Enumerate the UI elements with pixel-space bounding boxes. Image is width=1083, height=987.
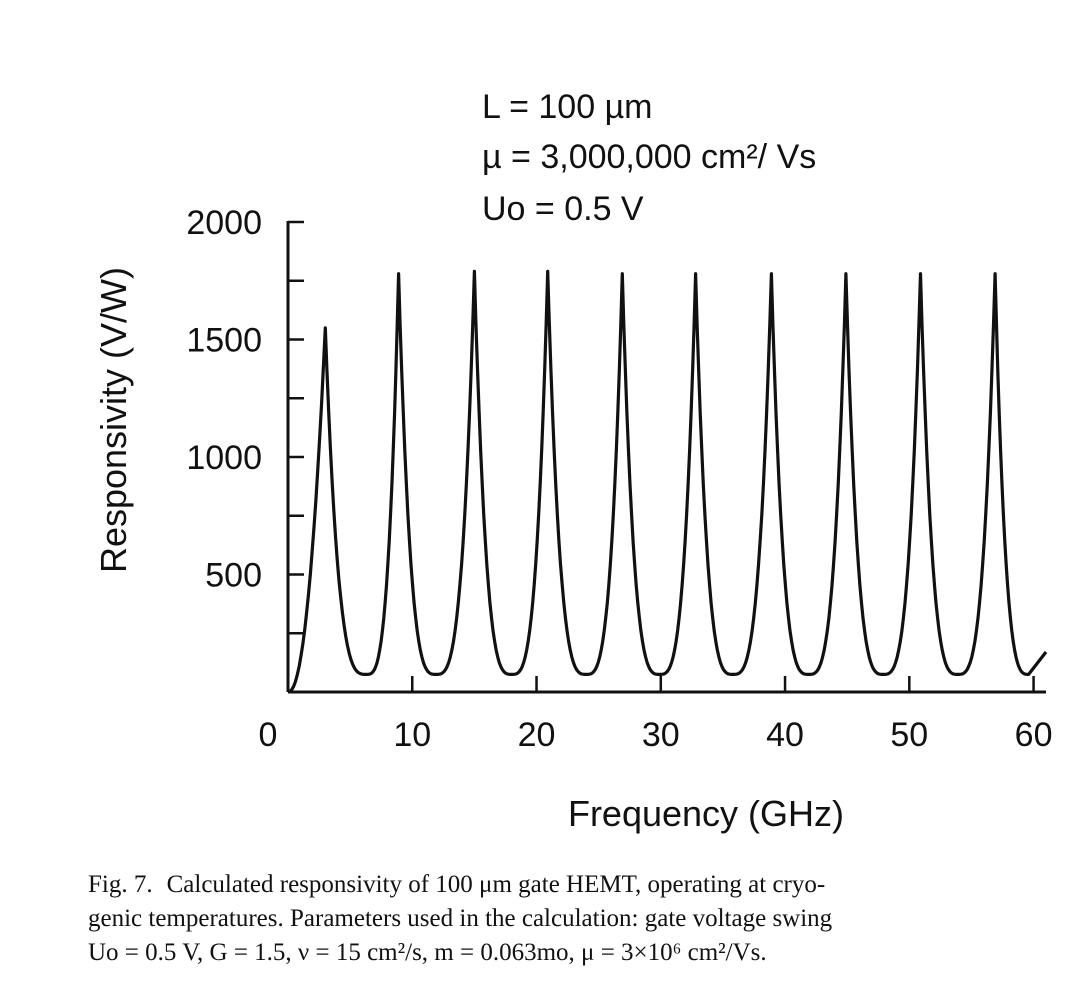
parameter-annotation: µ = 3,000,000 cm²/ Vs [482, 138, 816, 176]
x-tick-label: 20 [518, 716, 556, 754]
caption-text-1: Calculated responsivity of 100 μm gate H… [166, 871, 826, 898]
y-axis-title: Responsivity (V/W) [93, 267, 134, 573]
tick-labels: 500 1000 1500 2000 0 10 20 30 40 50 60 [186, 204, 1052, 754]
x-tick-label: 10 [393, 716, 431, 754]
parameter-annotation: Uo = 0.5 V [482, 190, 644, 228]
y-tick-label: 500 [205, 557, 262, 595]
figure-label: Fig. 7. [88, 871, 153, 898]
responsivity-curve [287, 269, 1048, 694]
parameter-annotations: L = 100 µm µ = 3,000,000 cm²/ Vs Uo = 0.5 … [482, 88, 816, 228]
caption-line-1: Fig. 7. Calculated responsivity of 100 μm… [88, 868, 1048, 902]
parameter-annotation: L = 100 µm [482, 88, 652, 126]
figure-caption: Fig. 7. Calculated responsivity of 100 μm… [88, 868, 1048, 970]
x-tick-label: 50 [890, 716, 928, 754]
x-tick-label: 0 [259, 716, 278, 754]
y-tick-label: 2000 [186, 204, 262, 242]
x-axis-title: Frequency (GHz) [568, 793, 844, 834]
axis-ticks [288, 220, 1035, 692]
caption-line-3: Uo = 0.5 V, G = 1.5, ν = 15 cm²/s, m = 0… [88, 939, 767, 966]
x-tick-label: 40 [766, 716, 804, 754]
y-tick-label: 1500 [186, 322, 262, 360]
caption-line-2: genic temperatures. Parameters used in t… [88, 905, 833, 932]
x-tick-label: 60 [1015, 716, 1053, 754]
y-tick-label: 1000 [186, 439, 262, 477]
chart-axes [286, 221, 1046, 694]
x-tick-label: 30 [642, 716, 680, 754]
